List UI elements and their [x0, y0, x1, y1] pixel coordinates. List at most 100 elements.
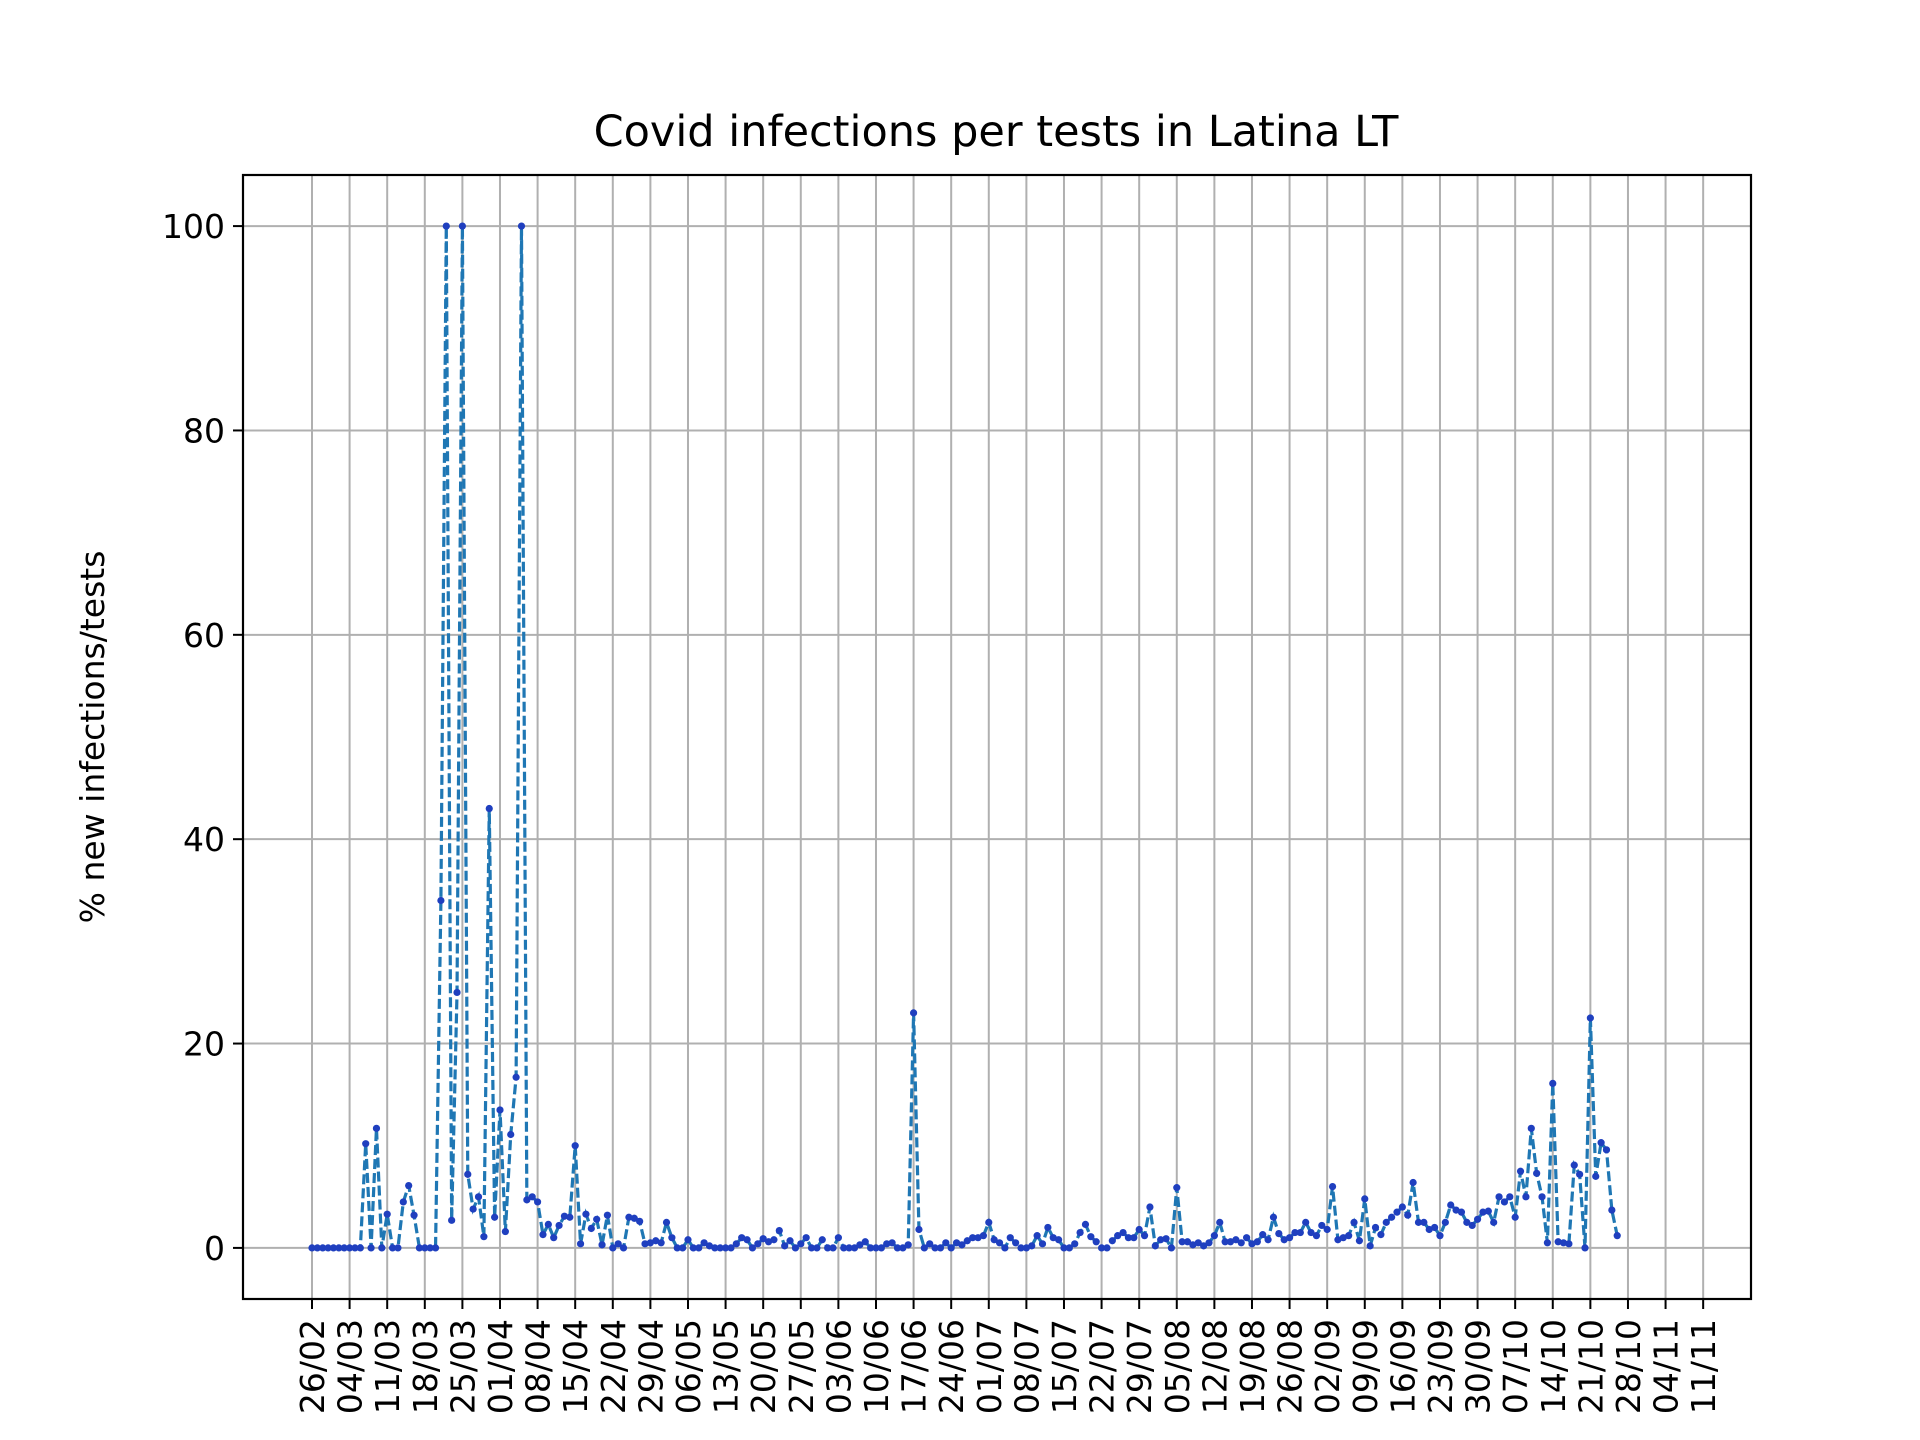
data-point	[727, 1244, 735, 1252]
data-point	[781, 1242, 789, 1250]
y-axis-ticks: 0 20 40 60 80 100	[162, 207, 243, 1268]
data-point	[920, 1244, 928, 1252]
data-point	[1441, 1218, 1449, 1226]
data-point	[453, 988, 461, 997]
data-point	[442, 222, 450, 230]
data-point	[308, 1244, 316, 1252]
x-tick-label: 24/06	[932, 1319, 971, 1414]
x-tick-label: 26/08	[1271, 1319, 1310, 1414]
data-point	[399, 1198, 407, 1206]
data-point	[372, 1124, 381, 1132]
data-point	[1613, 1232, 1621, 1240]
data-point	[1608, 1206, 1616, 1214]
data-point	[1302, 1218, 1310, 1226]
data-point	[1291, 1228, 1299, 1237]
x-tick-label: 09/09	[1346, 1319, 1385, 1414]
plot-frame	[241, 173, 1753, 1301]
data-point	[1484, 1207, 1492, 1215]
x-tick-label: 22/07	[1083, 1319, 1122, 1414]
data-point	[1033, 1232, 1041, 1240]
data-point	[942, 1239, 950, 1247]
data-point	[1097, 1244, 1106, 1252]
data-point	[1275, 1230, 1283, 1238]
data-point	[759, 1235, 767, 1243]
x-tick-label: 08/07	[1007, 1319, 1046, 1414]
data-point	[351, 1244, 359, 1252]
x-tick-label: 29/04	[631, 1319, 670, 1414]
data-point	[560, 1212, 569, 1220]
x-tick-label: 25/03	[443, 1319, 482, 1414]
data-point	[689, 1244, 697, 1252]
data-point	[985, 1218, 993, 1226]
data-point	[1269, 1213, 1278, 1221]
y-tick-label: 40	[183, 820, 225, 859]
data-point	[1124, 1234, 1133, 1242]
data-point	[485, 804, 493, 813]
data-point	[732, 1240, 740, 1248]
data-point	[593, 1215, 601, 1223]
data-point	[721, 1244, 730, 1252]
data-point	[1414, 1218, 1423, 1226]
data-point	[421, 1244, 429, 1252]
data-point	[770, 1236, 778, 1244]
data-point	[1457, 1208, 1466, 1216]
data-point	[1200, 1242, 1208, 1250]
data-point	[845, 1244, 853, 1252]
data-point	[550, 1234, 558, 1242]
y-axis-label: % new infections/tests	[73, 551, 112, 924]
data-point	[1081, 1220, 1090, 1229]
x-tick-label: 17/06	[895, 1319, 934, 1414]
x-tick-label: 30/09	[1459, 1319, 1498, 1414]
data-point	[388, 1244, 397, 1252]
data-point	[807, 1244, 816, 1252]
x-tick-label: 11/11	[1684, 1319, 1723, 1414]
x-tick-label: 26/02	[293, 1319, 332, 1414]
data-point	[501, 1227, 509, 1236]
data-point	[1130, 1234, 1138, 1242]
data-point	[1307, 1228, 1315, 1237]
data-point	[1420, 1218, 1428, 1226]
x-tick-label: 12/08	[1195, 1319, 1234, 1414]
y-tick-label: 60	[183, 616, 225, 655]
data-point	[1592, 1172, 1600, 1180]
data-point	[1253, 1238, 1261, 1246]
x-tick-label: 04/03	[331, 1319, 370, 1414]
x-tick-label: 20/05	[744, 1319, 783, 1414]
data-point	[630, 1214, 638, 1222]
data-point	[1232, 1236, 1240, 1244]
data-point	[1328, 1183, 1337, 1191]
x-tick-label: 14/10	[1534, 1319, 1573, 1414]
data-point	[1371, 1223, 1380, 1232]
data-point	[791, 1244, 800, 1252]
x-tick-label: 04/11	[1647, 1319, 1686, 1414]
data-point	[394, 1244, 402, 1252]
x-tick-label: 05/08	[1158, 1319, 1197, 1414]
data-point	[1516, 1167, 1525, 1175]
x-tick-label: 19/08	[1233, 1319, 1272, 1414]
data-point	[1103, 1244, 1111, 1252]
data-point	[329, 1244, 338, 1252]
data-point	[936, 1244, 945, 1252]
data-point	[1135, 1225, 1143, 1234]
data-point	[1157, 1236, 1165, 1244]
x-tick-label: 07/10	[1496, 1319, 1535, 1414]
data-point	[1044, 1223, 1052, 1232]
data-point	[840, 1244, 848, 1252]
x-tick-label: 29/07	[1120, 1319, 1159, 1414]
data-point	[1398, 1203, 1406, 1211]
x-tick-label: 22/04	[594, 1319, 633, 1414]
data-point	[1038, 1240, 1047, 1248]
data-point	[867, 1244, 875, 1252]
data-point	[1167, 1244, 1176, 1252]
data-point	[657, 1239, 665, 1247]
data-point	[1479, 1208, 1487, 1216]
data-point	[1506, 1193, 1514, 1201]
data-point	[362, 1140, 370, 1148]
data-point	[824, 1244, 832, 1252]
data-point	[1393, 1208, 1401, 1216]
data-point	[834, 1234, 842, 1242]
x-tick-label: 23/09	[1421, 1319, 1460, 1414]
data-point	[1237, 1239, 1245, 1247]
x-tick-label: 18/03	[406, 1319, 445, 1414]
data-point	[1554, 1238, 1562, 1246]
